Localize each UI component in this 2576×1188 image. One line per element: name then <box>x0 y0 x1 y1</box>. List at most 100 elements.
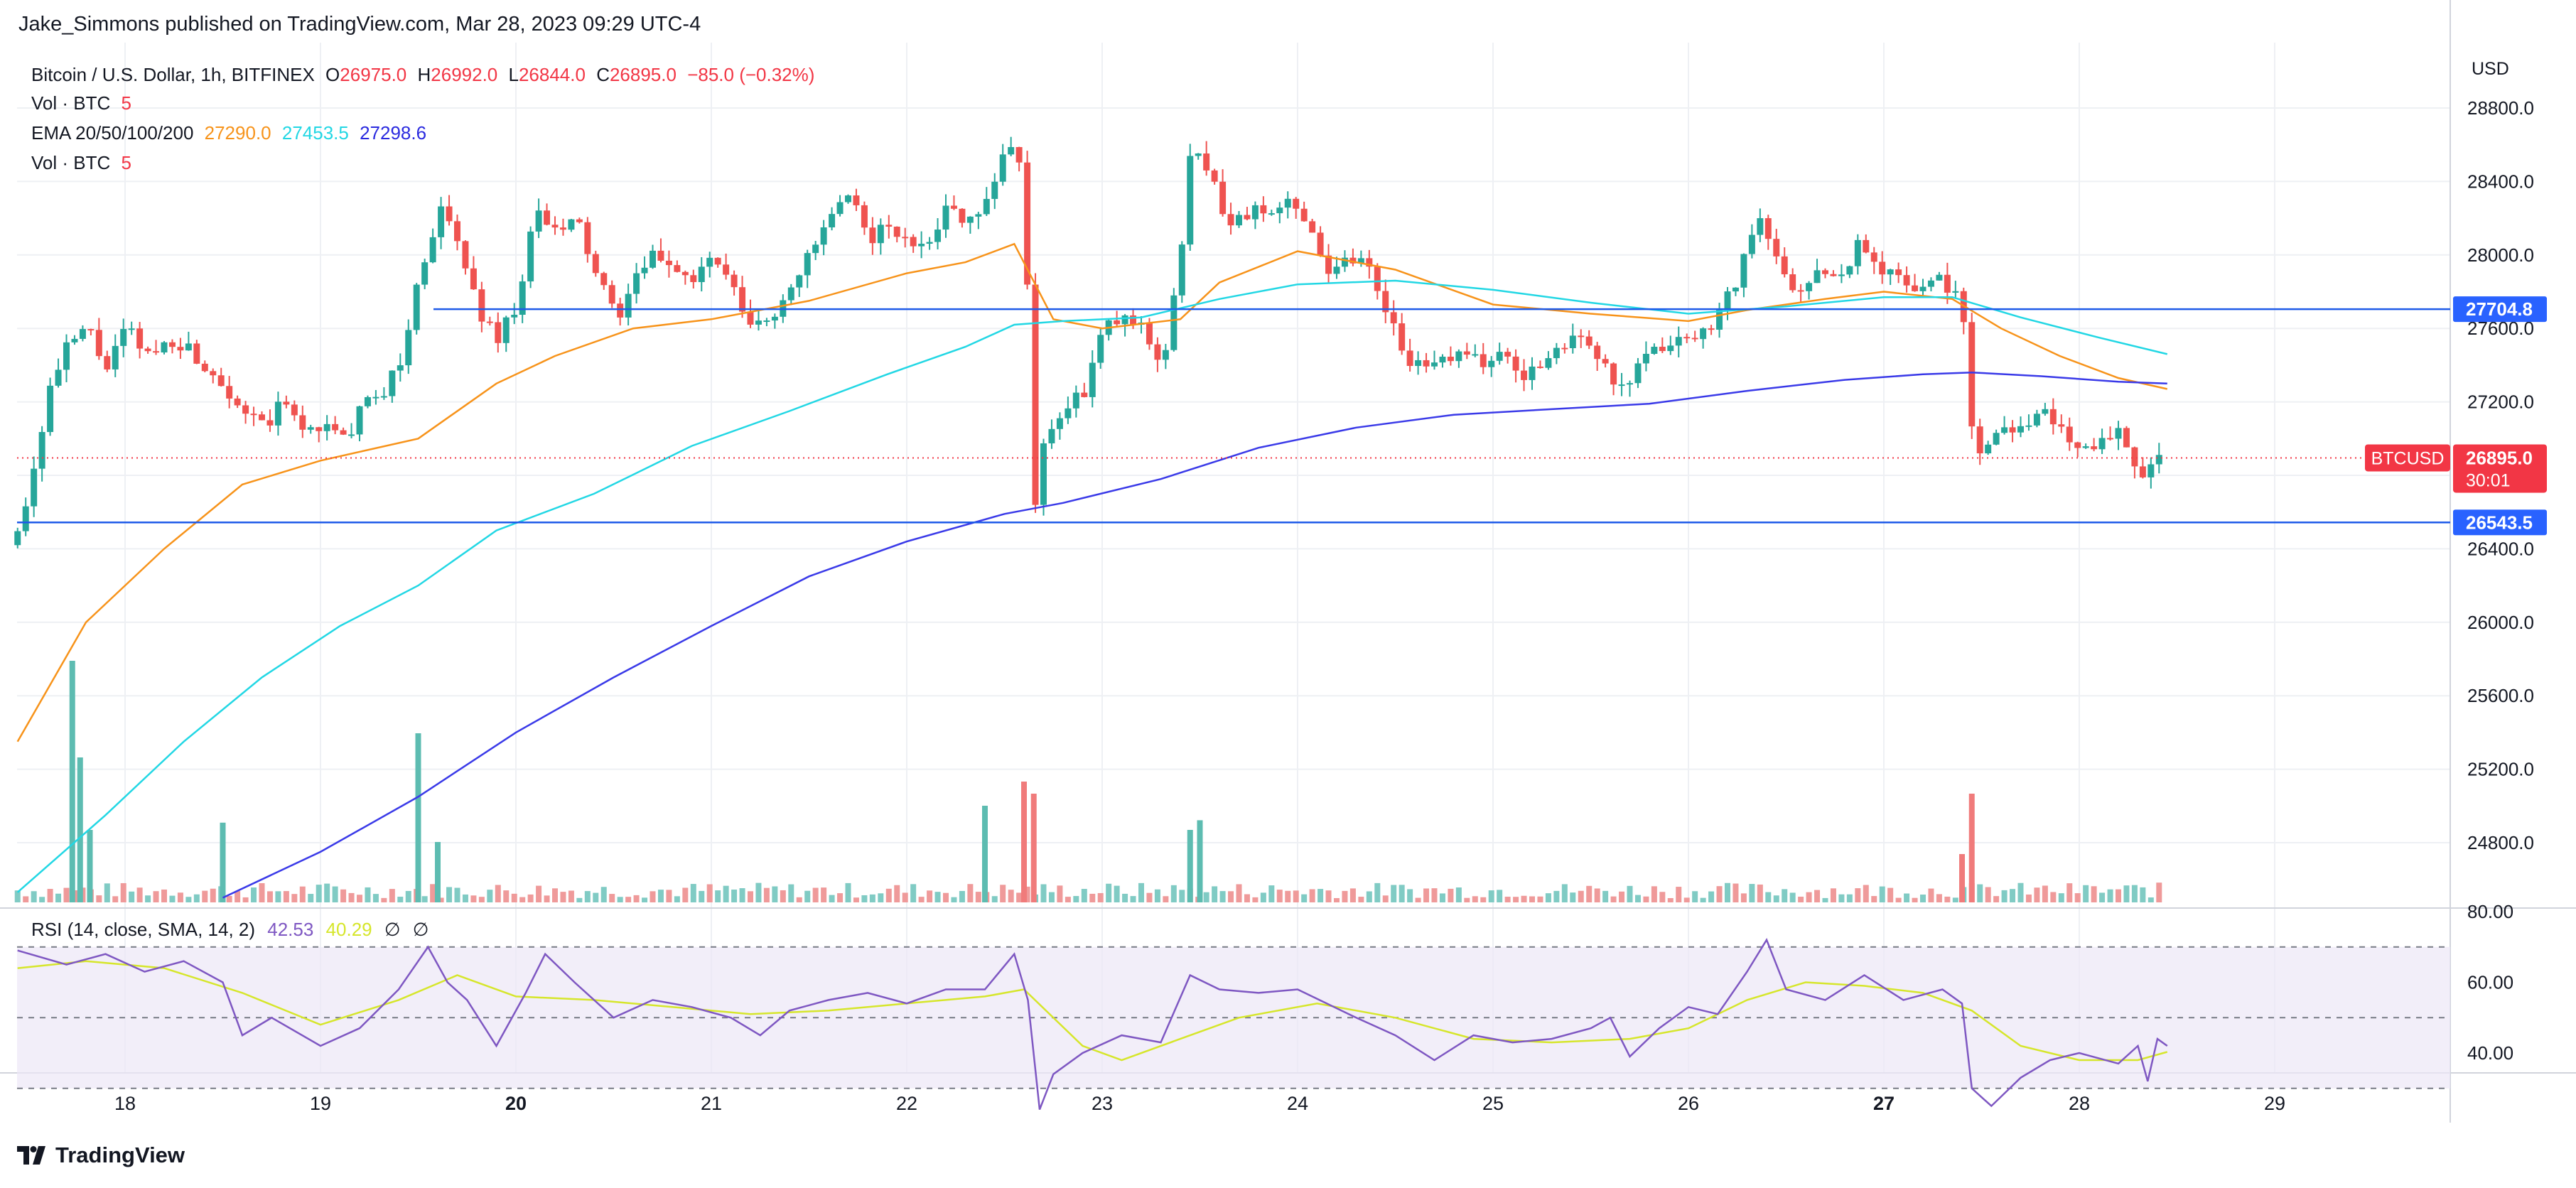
candle-body <box>1203 153 1210 171</box>
volume-bar <box>1488 890 1494 902</box>
volume-bar <box>885 888 892 902</box>
volume-bar <box>1846 894 1853 902</box>
volume-bar <box>772 886 778 902</box>
candle-body <box>723 264 730 275</box>
volume-bar <box>1260 892 1266 902</box>
candle-body <box>747 311 754 325</box>
volume-bar <box>934 892 941 902</box>
volume-bar <box>1545 893 1551 902</box>
candle-body <box>316 427 323 431</box>
volume-bar <box>812 887 819 902</box>
volume-bar <box>821 887 827 902</box>
volume-bar <box>1928 888 1934 902</box>
candle-body <box>250 414 257 416</box>
candle-body <box>470 268 477 290</box>
volume-bar <box>1309 889 1315 902</box>
volume-bar <box>748 891 753 902</box>
candle-body <box>934 230 942 242</box>
volume-bar <box>584 891 591 902</box>
candle-body <box>55 369 62 386</box>
symbol-tag-label: BTCUSD <box>2371 448 2445 468</box>
candle-body <box>364 396 371 406</box>
candle-body <box>201 363 208 372</box>
candle-body <box>650 250 656 268</box>
candle-body <box>348 434 355 436</box>
candle-body <box>1195 153 1202 156</box>
candle-body <box>576 219 583 222</box>
candle-body <box>177 347 184 351</box>
volume-bar <box>788 884 794 902</box>
volume-bar <box>1855 888 1861 902</box>
ema-line-100 <box>222 371 2167 899</box>
candle-body <box>2131 447 2138 467</box>
volume-bar <box>1977 884 1983 902</box>
volume-bar <box>699 890 705 902</box>
candle-body <box>1406 350 1413 367</box>
rsi-label[interactable]: RSI (14, close, SMA, 14, 2) <box>31 919 256 940</box>
rsi-sma-line <box>17 960 2168 1062</box>
candle-body <box>389 370 396 396</box>
volume-bar <box>1692 891 1698 902</box>
candle-body <box>2098 438 2106 450</box>
volume-bar <box>1130 896 1136 902</box>
level-tag-label: 26543.5 <box>2466 512 2533 533</box>
volume-bar <box>446 887 453 902</box>
volume-label-2[interactable]: Vol · BTC <box>31 152 111 173</box>
low-label: L <box>508 64 519 85</box>
volume-bar <box>39 897 45 902</box>
volume-bar <box>1895 897 1902 902</box>
volume-bar <box>1163 896 1169 902</box>
volume-bar <box>381 897 387 902</box>
tradingview-logo[interactable]: TradingView <box>17 1143 185 1168</box>
ema-label[interactable]: EMA 20/50/100/200 <box>31 122 194 144</box>
candle-body <box>1578 335 1585 338</box>
candle-body <box>1072 392 1079 409</box>
volume-bar <box>1912 897 1918 902</box>
candle-body <box>511 315 518 318</box>
volume-label[interactable]: Vol · BTC <box>31 92 111 114</box>
volume-bar <box>1464 897 1470 902</box>
candle-body <box>918 244 925 247</box>
candle-body <box>910 237 917 247</box>
candle-body <box>2058 424 2065 427</box>
candle-body <box>87 329 95 331</box>
candle-body <box>193 343 200 364</box>
candle-body <box>1293 198 1300 209</box>
price-tag-label: 26895.0 <box>2466 447 2533 468</box>
volume-bar <box>1537 896 1543 902</box>
candle-body <box>885 225 893 227</box>
candle-body <box>893 226 900 237</box>
candle-body <box>763 320 770 323</box>
volume-bar <box>1114 885 1120 902</box>
candle-body <box>1251 205 1259 220</box>
candle-body <box>519 281 526 315</box>
volume-bar <box>96 895 102 902</box>
candle-body <box>2066 426 2073 443</box>
volume-bar <box>1122 893 1128 902</box>
candle-body <box>1870 252 1877 262</box>
volume-bar <box>2050 892 2057 902</box>
candle-body <box>950 205 957 209</box>
candle-body <box>47 385 54 433</box>
volume-bar <box>1334 897 1340 902</box>
ema-legend: EMA 20/50/100/200 27290.0 27453.5 27298.… <box>31 121 426 145</box>
candle-body <box>584 222 591 254</box>
volume-bar <box>1594 888 1600 902</box>
volume-bar <box>23 896 29 902</box>
volume-bar <box>1366 891 1372 902</box>
candle-body <box>1480 354 1487 367</box>
candle-body <box>1822 270 1828 274</box>
candle-body <box>1814 270 1821 284</box>
volume-bar <box>910 884 917 902</box>
volume-bar <box>927 890 933 902</box>
volume-bar <box>991 896 998 902</box>
volume-bar <box>1782 889 1788 902</box>
candle-body <box>861 205 868 228</box>
candle-body <box>478 289 485 322</box>
volume-spike-bar <box>77 757 83 902</box>
volume-bar <box>715 890 721 902</box>
volume-bar <box>2074 893 2081 902</box>
symbol-name[interactable]: Bitcoin / U.S. Dollar, 1h, BITFINEX <box>31 64 315 85</box>
candle-body <box>153 351 160 353</box>
